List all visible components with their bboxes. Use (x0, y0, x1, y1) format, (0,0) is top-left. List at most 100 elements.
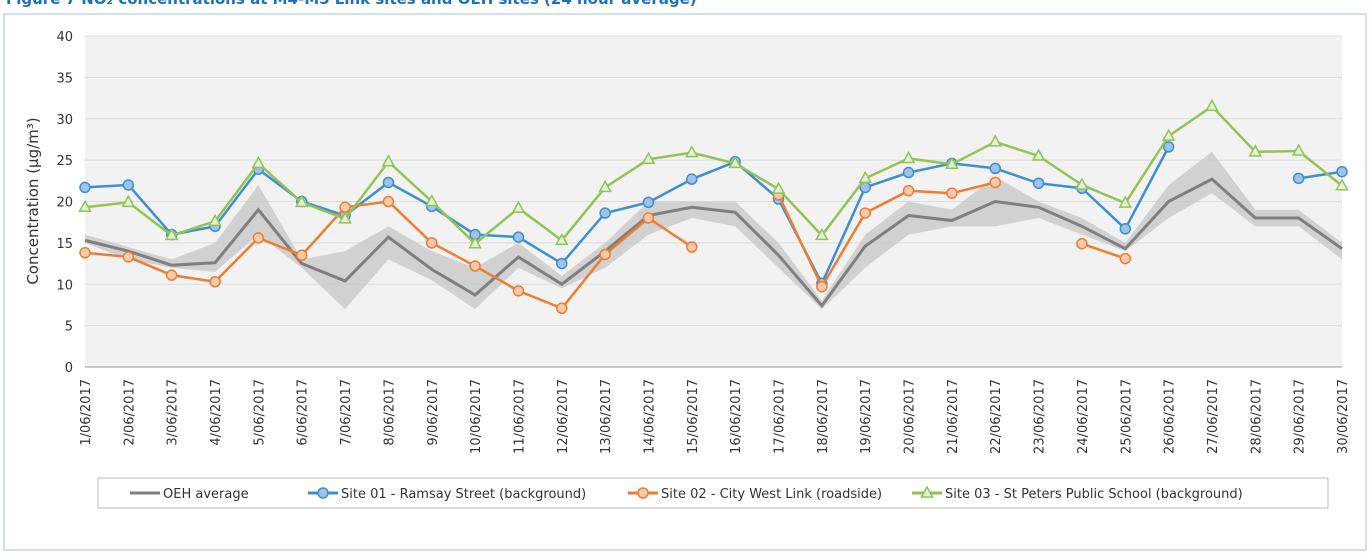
x-tick-label: 6/06/2017 (296, 379, 311, 446)
marker (1118, 195, 1133, 208)
x-tick-label: 20/06/2017 (903, 379, 918, 454)
x-tick-label: 2/06/2017 (122, 379, 137, 446)
marker (426, 237, 438, 249)
marker (816, 280, 828, 293)
x-tick-label: 15/06/2017 (686, 379, 701, 454)
marker (989, 162, 1001, 175)
marker (1031, 148, 1046, 161)
legend-marker (920, 485, 934, 498)
marker (381, 154, 396, 167)
marker (122, 251, 135, 263)
marker (1162, 141, 1175, 153)
marker (815, 227, 829, 241)
legend-label: Site 01 - Ramsay Street (background) (341, 487, 586, 502)
marker (1292, 172, 1305, 185)
series-line (84, 146, 1343, 287)
marker (686, 173, 698, 185)
x-tick-label: 24/06/2017 (1076, 379, 1091, 454)
x-tick-label: 5/06/2017 (252, 379, 267, 446)
marker (556, 302, 568, 314)
y-tick-label: 40 (56, 30, 73, 45)
x-tick-label: 26/06/2017 (1163, 379, 1178, 454)
marker (78, 199, 92, 213)
marker (382, 176, 395, 189)
x-tick-label: 3/06/2017 (166, 379, 181, 446)
marker (1205, 98, 1219, 112)
x-tick-label: 18/06/2017 (816, 379, 831, 454)
marker (1032, 177, 1045, 190)
marker (598, 179, 612, 193)
marker (469, 260, 481, 272)
marker (512, 285, 525, 297)
chart-title: Figure 7 NO₂ concentrations at M4-M5 Lin… (6, 0, 697, 8)
marker (294, 194, 309, 208)
marker (1119, 252, 1132, 265)
marker (642, 212, 655, 224)
legend-label: Site 03 - St Peters Public School (backg… (945, 487, 1243, 502)
marker (252, 232, 265, 244)
x-tick-label: 22/06/2017 (989, 379, 1004, 454)
marker (686, 241, 698, 253)
x-tick-label: 13/06/2017 (599, 379, 614, 454)
x-tick-label: 27/06/2017 (1206, 379, 1221, 454)
legend-marker (317, 487, 329, 499)
y-tick-label: 15 (56, 237, 73, 252)
marker (1119, 223, 1132, 235)
y-tick-label: 10 (56, 278, 73, 293)
marker (424, 193, 439, 207)
marker (209, 276, 221, 288)
marker (946, 187, 958, 199)
legend-label: Site 02 - City West Link (roadside) (661, 487, 882, 502)
x-tick-label: 30/06/2017 (1336, 379, 1351, 454)
marker (859, 207, 871, 219)
x-tick-label: 7/06/2017 (339, 379, 354, 446)
x-tick-label: 17/06/2017 (773, 379, 788, 454)
y-tick-label: 20 (56, 196, 73, 211)
marker (511, 200, 526, 213)
marker (642, 196, 655, 209)
marker (1335, 178, 1349, 191)
y-axis-label: Concentration (µg/m³) (24, 117, 42, 284)
legend-marker (637, 487, 649, 499)
marker (338, 211, 352, 224)
series-line (84, 177, 1343, 309)
marker (771, 181, 786, 194)
marker (599, 248, 611, 261)
x-tick-label: 21/06/2017 (946, 379, 961, 454)
series-line (84, 104, 1343, 246)
marker (512, 231, 525, 243)
x-tick-label: 23/06/2017 (1033, 379, 1048, 454)
marker (251, 155, 266, 169)
marker (1336, 165, 1348, 178)
marker (641, 151, 656, 165)
marker (599, 207, 611, 219)
marker (1248, 144, 1263, 157)
x-tick-label: 11/06/2017 (512, 379, 527, 454)
legend-label: OEH average (163, 487, 249, 502)
marker (1076, 237, 1088, 250)
x-tick-label: 28/06/2017 (1249, 379, 1264, 454)
marker (165, 269, 178, 281)
frame (3, 13, 1367, 551)
marker (728, 155, 742, 169)
marker (79, 247, 91, 259)
marker (1291, 143, 1306, 156)
marker (556, 257, 568, 270)
marker (901, 150, 916, 164)
marker (468, 236, 482, 249)
marker (858, 170, 872, 184)
x-tick-label: 25/06/2017 (1119, 379, 1134, 454)
y-tick-label: 0 (65, 361, 73, 376)
marker (339, 201, 351, 214)
marker (555, 232, 569, 246)
x-tick-label: 12/06/2017 (556, 379, 571, 454)
y-tick-label: 30 (56, 113, 73, 128)
y-tick-label: 35 (56, 71, 73, 86)
marker (295, 249, 308, 262)
marker (164, 227, 179, 241)
x-tick-label: 10/06/2017 (469, 379, 484, 454)
x-tick-label: 29/06/2017 (1293, 379, 1308, 454)
marker (988, 134, 1003, 147)
